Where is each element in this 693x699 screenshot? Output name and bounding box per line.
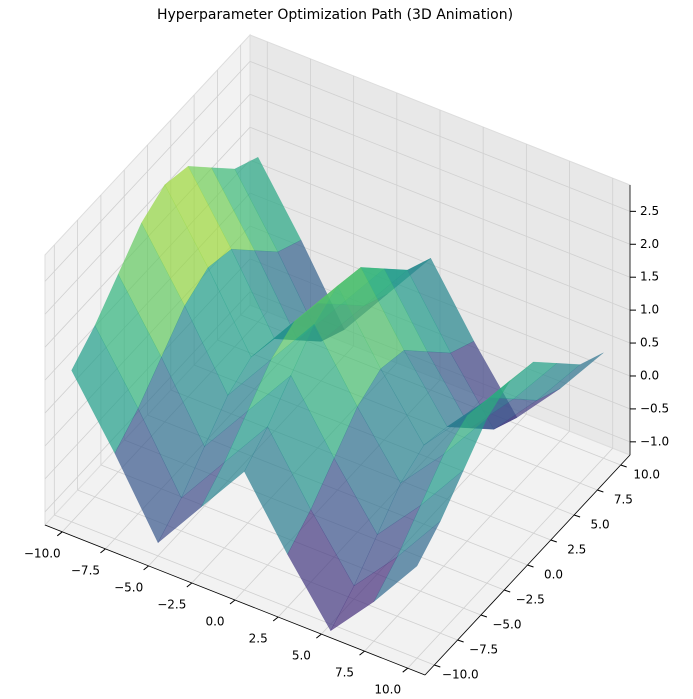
x-tick-label: 10.0 bbox=[374, 683, 401, 697]
x-tick bbox=[56, 531, 63, 537]
y-tick-label: 7.5 bbox=[614, 493, 633, 507]
grid-line bbox=[44, 61, 251, 282]
grid-line bbox=[54, 514, 435, 666]
x-tick-label: 2.5 bbox=[249, 632, 268, 646]
y-tick bbox=[573, 514, 581, 518]
chart-title: Hyperparameter Optimization Path (3D Ani… bbox=[157, 7, 513, 23]
axis-line bbox=[424, 454, 631, 676]
z-tick-label: −0.5 bbox=[640, 401, 669, 415]
grid-line bbox=[44, 93, 251, 315]
axis-line bbox=[44, 524, 426, 676]
x-tick bbox=[359, 650, 365, 656]
y-tick bbox=[457, 639, 464, 643]
y-tick-label: −5.0 bbox=[492, 618, 521, 632]
surface-patch bbox=[443, 380, 511, 455]
x-tick bbox=[402, 667, 409, 673]
y-tick-label: 2.5 bbox=[567, 543, 586, 557]
x-tick-label: 5.0 bbox=[292, 649, 311, 663]
z-tick-label: 0.0 bbox=[640, 368, 659, 382]
z-tick-label: 1.5 bbox=[640, 270, 659, 284]
x-tick bbox=[272, 616, 279, 622]
y-tick bbox=[527, 564, 534, 568]
y-tick bbox=[550, 539, 557, 543]
x-tick-label: −10.0 bbox=[24, 546, 61, 560]
z-tick-label: 0.5 bbox=[640, 336, 659, 350]
x-tick bbox=[186, 582, 193, 588]
y-tick bbox=[434, 664, 441, 668]
x-tick-label: −7.5 bbox=[71, 563, 100, 577]
grid-line bbox=[77, 489, 458, 641]
x-tick bbox=[100, 548, 106, 554]
y-tick-label: 5.0 bbox=[591, 518, 610, 532]
x-tick bbox=[143, 565, 149, 571]
y-tick-label: −7.5 bbox=[469, 643, 498, 657]
y-tick bbox=[597, 489, 604, 493]
x-tick bbox=[316, 633, 322, 639]
z-tick-label: 2.5 bbox=[640, 204, 659, 218]
grid-line bbox=[249, 60, 631, 212]
x-tick bbox=[229, 599, 236, 605]
z-tick-label: 2.0 bbox=[640, 237, 659, 251]
x-tick-label: −5.0 bbox=[114, 580, 143, 594]
y-tick-label: −10.0 bbox=[442, 668, 479, 682]
grid-line bbox=[249, 192, 631, 344]
y-tick bbox=[504, 589, 511, 593]
y-tick-label: 0.0 bbox=[544, 568, 563, 582]
grid-line bbox=[249, 126, 631, 278]
grid-line bbox=[249, 159, 631, 311]
surface-patch bbox=[536, 352, 604, 401]
y-tick-label: −2.5 bbox=[516, 593, 545, 607]
z-tick-label: −1.0 bbox=[640, 434, 669, 448]
x-tick-label: 0.0 bbox=[205, 615, 224, 629]
y-tick bbox=[620, 464, 627, 468]
surface-patch bbox=[373, 521, 441, 602]
y-tick bbox=[480, 614, 488, 618]
grid-line bbox=[249, 93, 631, 245]
y-tick-label: 10.0 bbox=[633, 468, 660, 482]
x-tick-label: −2.5 bbox=[157, 597, 186, 611]
z-tick-label: 1.0 bbox=[640, 303, 659, 317]
x-tick-label: 7.5 bbox=[335, 666, 354, 680]
